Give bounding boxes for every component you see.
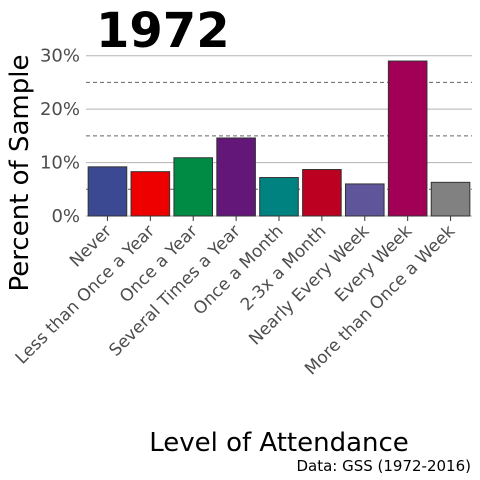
bar-3 bbox=[173, 157, 214, 217]
bar-8 bbox=[387, 60, 428, 217]
y-tick-label: 10% bbox=[40, 153, 80, 174]
y-axis: 0% 10% 20% 30% bbox=[40, 46, 80, 227]
y-tick-label: 0% bbox=[51, 206, 80, 227]
bar-1 bbox=[87, 166, 128, 217]
bar-9 bbox=[430, 181, 471, 217]
y-axis-title: Percent of Sample bbox=[5, 55, 35, 292]
bar-6 bbox=[302, 169, 342, 217]
bar-5 bbox=[259, 177, 299, 217]
x-axis-title: Level of Attendance bbox=[149, 428, 409, 458]
bars bbox=[87, 60, 471, 217]
bar-4 bbox=[216, 137, 256, 217]
y-tick-label: 30% bbox=[40, 46, 80, 67]
caption: Data: GSS (1972-2016) bbox=[296, 457, 471, 475]
bar-7 bbox=[344, 183, 385, 217]
bar-2 bbox=[130, 171, 171, 217]
y-tick-label: 20% bbox=[40, 99, 80, 120]
chart-title: 1972 bbox=[96, 3, 230, 59]
